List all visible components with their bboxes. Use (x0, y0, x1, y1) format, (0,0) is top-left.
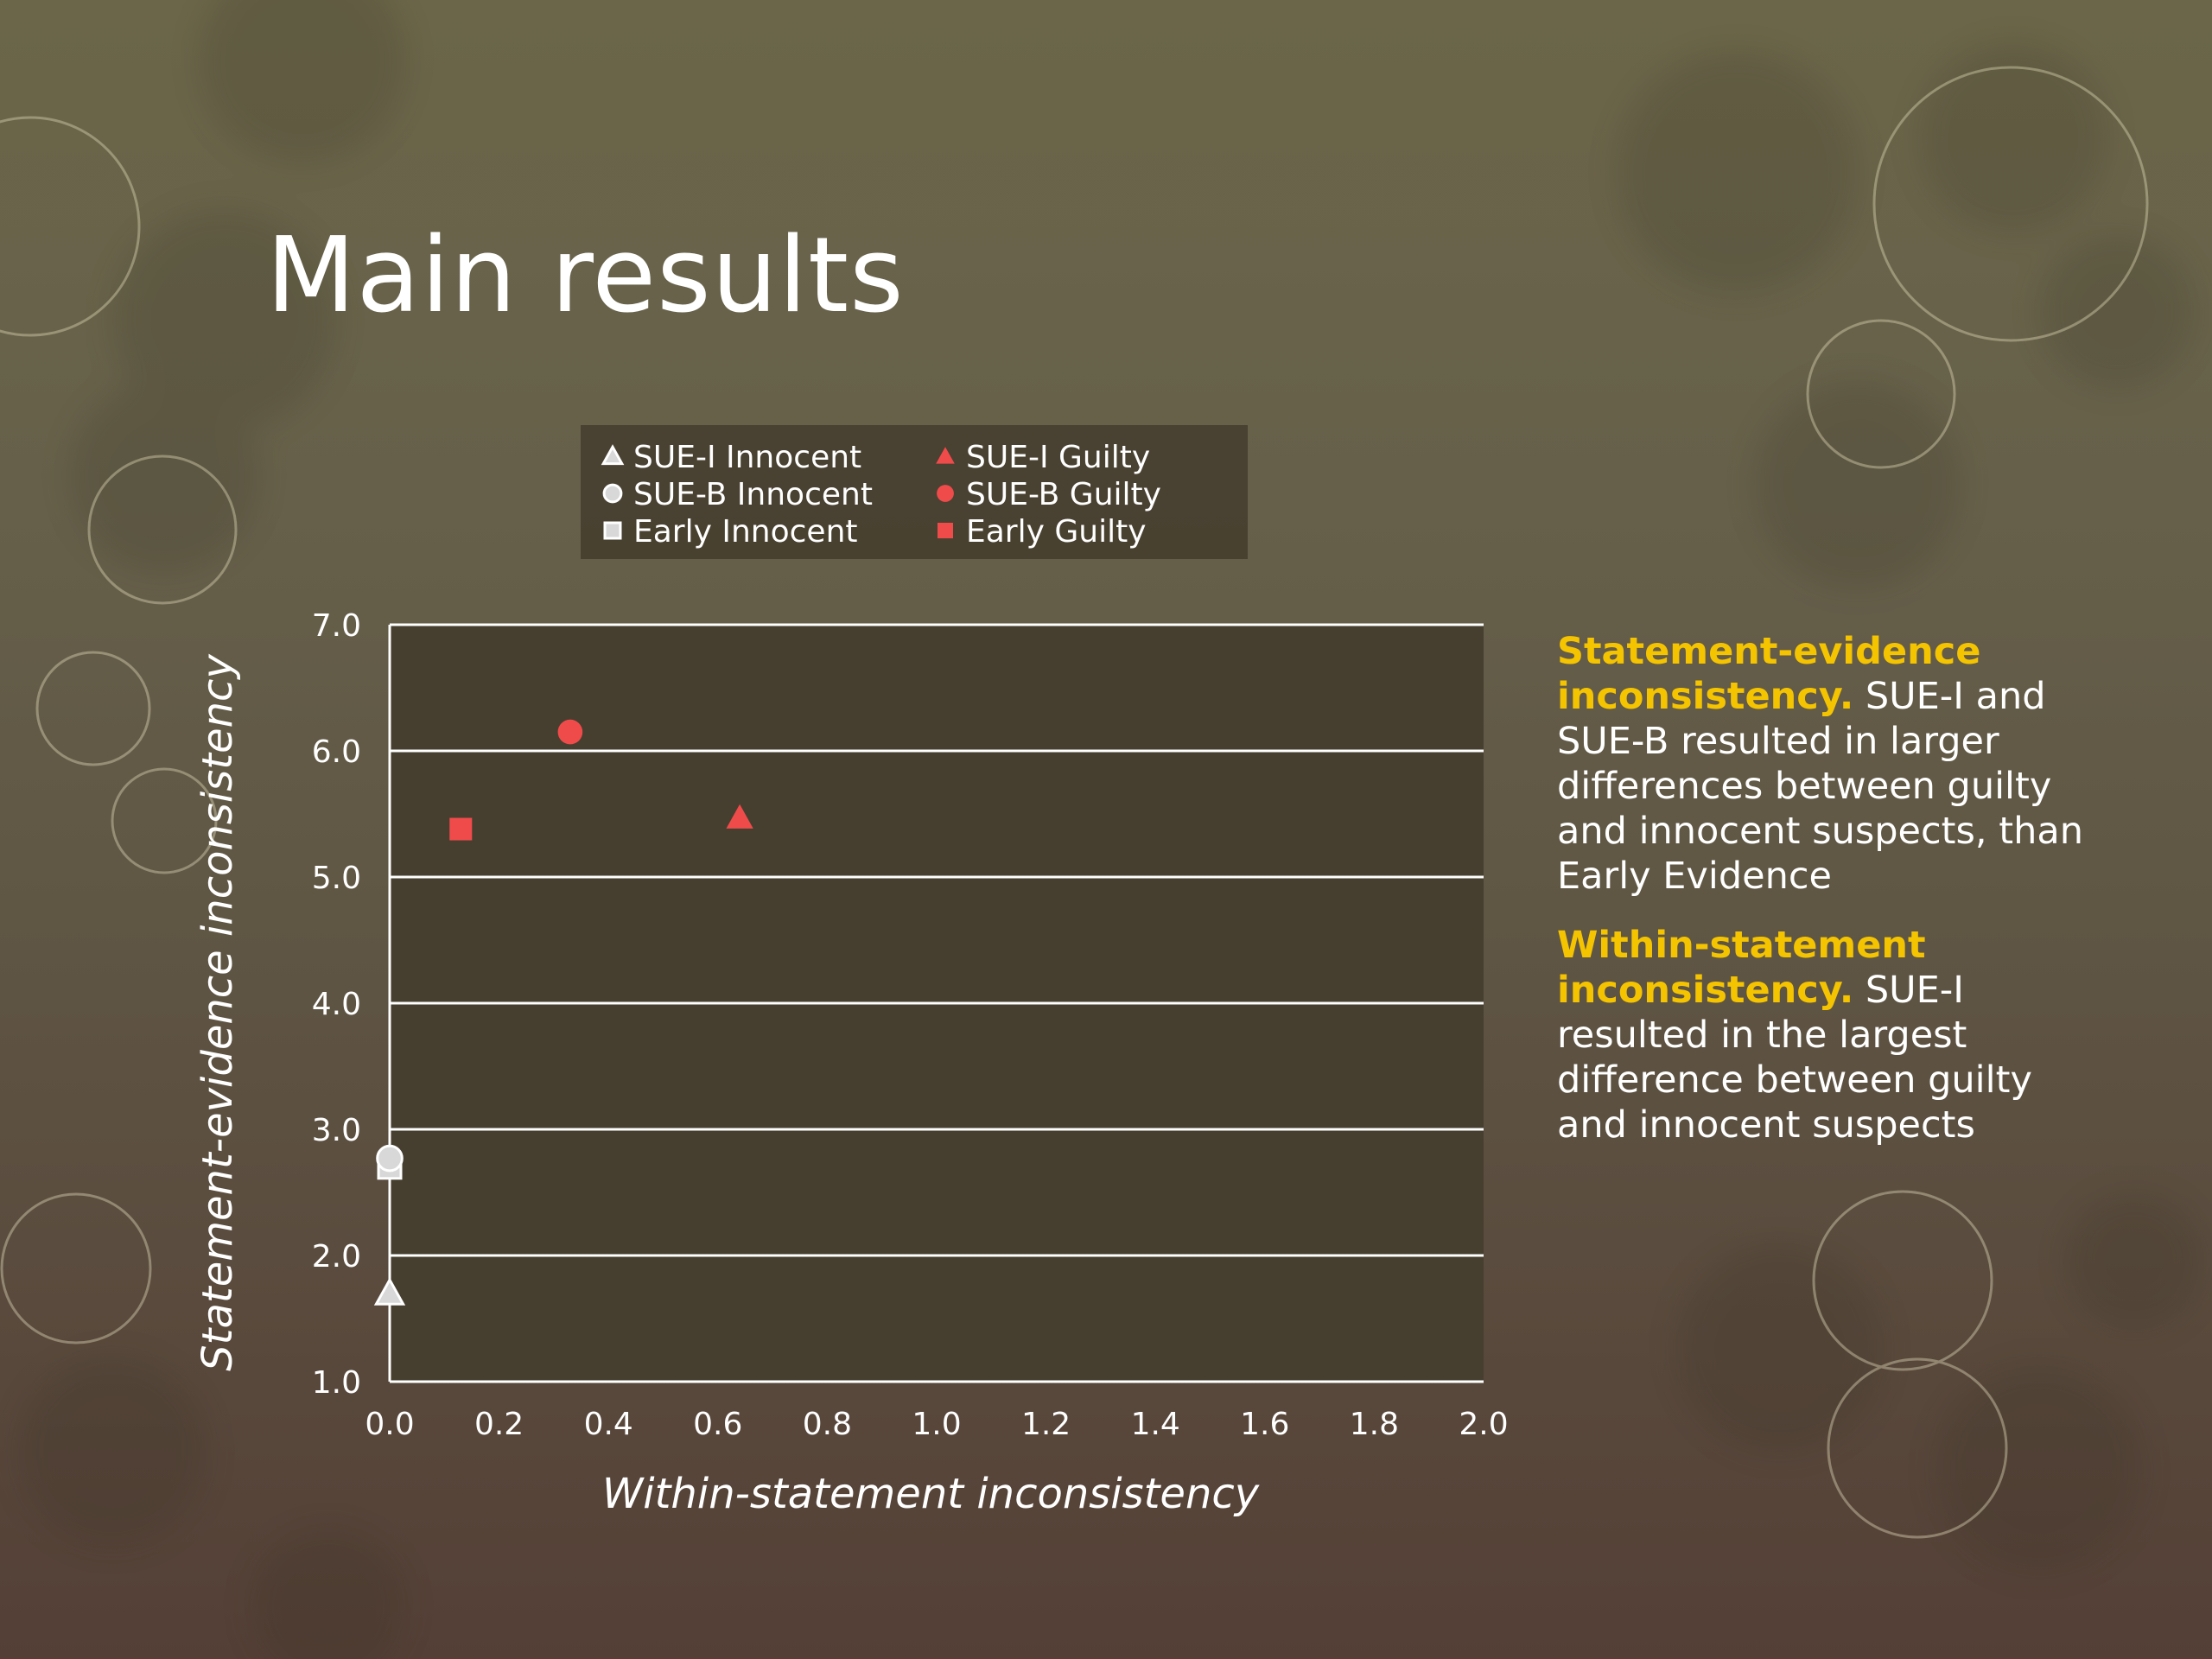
legend-marker (937, 485, 954, 502)
finding-body: SUE-I and SUE-B resulted in larger diffe… (1557, 675, 2083, 898)
legend-label: SUE-B Guilty (966, 477, 1161, 512)
x-tick-label: 0.2 (474, 1407, 524, 1442)
y-tick-label: 2.0 (312, 1239, 361, 1274)
y-tick-labels: 1.0 2.0 3.0 4.0 5.0 6.0 7.0 (312, 608, 361, 1401)
y-axis-label: Statement-evidence inconsistency (194, 654, 242, 1371)
data-point (557, 719, 583, 745)
legend-marker (936, 447, 955, 464)
data-points (373, 719, 753, 1306)
x-tick-label: 1.6 (1240, 1407, 1289, 1442)
x-tick-label: 1.2 (1021, 1407, 1071, 1442)
finding-statement-evidence: Statement-evidence inconsistency. SUE-I … (1557, 629, 2110, 899)
legend-label: Early Innocent (633, 514, 858, 550)
x-tick-label: 1.4 (1131, 1407, 1180, 1442)
x-tick-labels: 0.0 0.2 0.4 0.6 0.8 1.0 1.2 1.4 1.6 1.8 2.0 (365, 1407, 1508, 1442)
x-tick-label: 0.8 (803, 1407, 852, 1442)
gridlines (390, 623, 1484, 1383)
x-tick-label: 0.0 (365, 1407, 414, 1442)
y-tick-label: 5.0 (312, 861, 361, 896)
y-tick-label: 6.0 (312, 734, 361, 770)
legend-label: SUE-I Innocent (633, 440, 861, 475)
legend-label: Early Guilty (966, 514, 1147, 550)
slide-title: Main results (266, 216, 905, 336)
y-tick-label: 7.0 (312, 608, 361, 644)
finding-heading: Within-statement inconsistency. (1557, 924, 1926, 1012)
legend-marker (601, 444, 625, 466)
finding-body: SUE-I resulted in the largest difference… (1557, 969, 2032, 1147)
data-point (449, 817, 473, 841)
x-tick-label: 2.0 (1459, 1407, 1508, 1442)
finding-within-statement: Within-statement inconsistency. SUE-I re… (1557, 923, 2110, 1147)
data-point (376, 1144, 404, 1173)
legend-marker (938, 523, 953, 538)
x-tick-label: 0.6 (693, 1407, 742, 1442)
x-axis-label: Within-statement inconsistency (602, 1470, 1260, 1518)
data-point (373, 1277, 406, 1306)
y-tick-label: 3.0 (312, 1113, 361, 1148)
finding-heading: Statement-evidence inconsistency. (1557, 630, 1981, 718)
legend-marker (603, 521, 622, 540)
legend-label: SUE-B Innocent (633, 477, 873, 512)
data-point (726, 804, 753, 829)
x-tick-label: 0.4 (584, 1407, 633, 1442)
y-tick-label: 4.0 (312, 987, 361, 1022)
y-tick-label: 1.0 (312, 1365, 361, 1401)
x-tick-label: 1.0 (912, 1407, 961, 1442)
legend-label: SUE-I Guilty (966, 440, 1150, 475)
legend-box (581, 425, 1248, 559)
legend-marker (602, 483, 623, 504)
x-tick-label: 1.8 (1350, 1407, 1399, 1442)
findings-text: Statement-evidence inconsistency. SUE-I … (1557, 629, 2110, 1172)
